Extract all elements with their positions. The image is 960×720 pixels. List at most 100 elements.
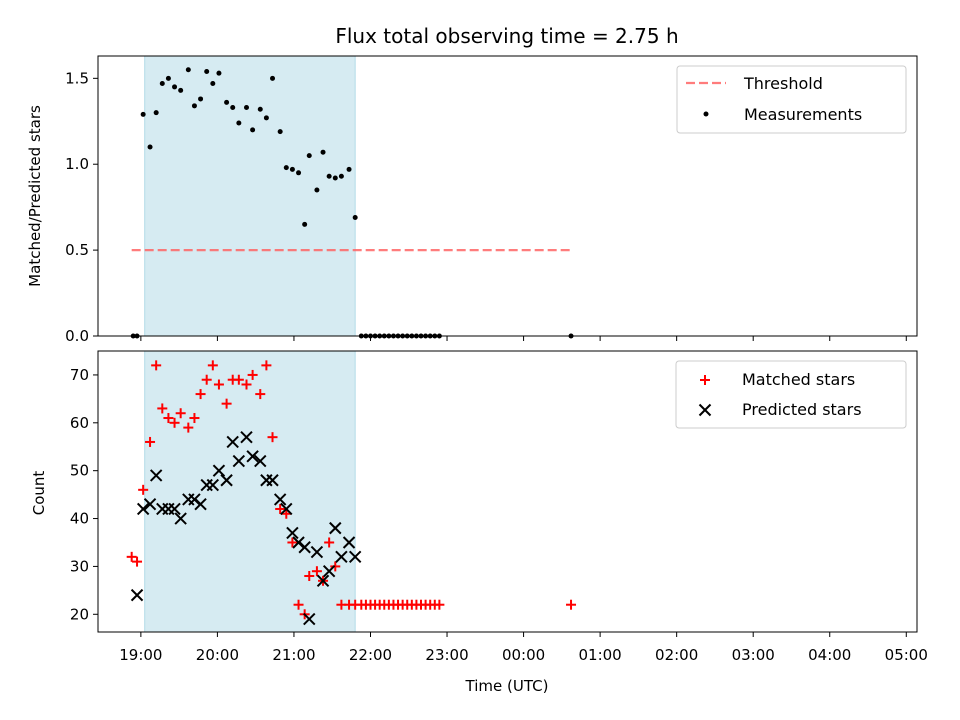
measurement-point — [191, 103, 197, 109]
measurement-point — [250, 127, 256, 133]
matched-star-marker — [324, 537, 335, 548]
marker-stroke — [342, 536, 356, 549]
marker-stroke — [273, 493, 287, 506]
top-y-axis-label: Matched/Predicted stars — [26, 105, 44, 287]
matched-star-marker — [126, 551, 137, 562]
predicted-star-marker — [226, 435, 239, 449]
matched-star-marker — [566, 599, 577, 610]
predicted-star-marker — [348, 550, 362, 564]
marker-stroke — [280, 502, 293, 516]
predicted-stars-points — [130, 430, 362, 626]
predicted-star-marker — [286, 526, 299, 540]
matched-star-marker — [434, 599, 445, 610]
predicted-star-marker — [130, 588, 144, 602]
marker-stroke — [322, 564, 336, 578]
matched-star-marker — [157, 403, 168, 414]
marker-stroke — [130, 588, 144, 602]
measurement-point — [185, 67, 191, 73]
measurement-points — [130, 67, 574, 339]
top-panel: Flux total observing time = 2.75 h 0.00.… — [26, 24, 918, 345]
bottom-axes-frame — [97, 350, 918, 633]
measurement-point — [236, 120, 242, 126]
measurement-point — [314, 187, 320, 193]
measurement-point — [147, 144, 153, 150]
measurement-point — [283, 165, 289, 171]
matched-stars-points — [126, 360, 577, 620]
marker-stroke — [310, 545, 324, 559]
predicted-star-marker — [329, 521, 342, 535]
measurement-point — [153, 110, 159, 116]
marker-stroke — [149, 469, 163, 482]
matched-star-marker — [189, 413, 200, 424]
matched-star-marker — [304, 570, 315, 581]
marker-stroke — [168, 502, 181, 516]
matched-star-marker — [195, 389, 206, 400]
predicted-star-marker — [174, 512, 187, 525]
matched-star-marker — [138, 484, 149, 495]
predicted-star-marker — [220, 474, 233, 487]
measurement-point — [302, 221, 308, 227]
measurement-point — [140, 111, 146, 117]
y-tick-label: 0.5 — [65, 241, 89, 259]
x-tick-label: 23:00 — [425, 646, 468, 664]
y-tick-label: 1.0 — [65, 155, 89, 173]
measurement-point — [320, 149, 326, 155]
predicted-star-marker — [342, 536, 356, 549]
predicted-star-marker — [310, 545, 324, 559]
matched-star-marker — [163, 413, 174, 424]
measurement-point — [178, 87, 184, 93]
y-tick-label: 60 — [70, 414, 89, 432]
marker-stroke — [212, 464, 226, 477]
marker-stroke — [303, 612, 316, 626]
y-tick-label: 30 — [70, 557, 89, 575]
measurement-point — [204, 68, 210, 74]
legend-threshold-label: Threshold — [743, 74, 823, 93]
bottom-legend: Matched stars Predicted stars — [675, 360, 907, 429]
predicted-star-marker — [194, 497, 207, 511]
measurement-point — [296, 170, 302, 176]
matched-star-marker — [145, 436, 156, 447]
predicted-star-marker — [303, 612, 316, 626]
marker-stroke — [143, 497, 157, 511]
measurement-point — [263, 115, 269, 121]
matched-star-marker — [213, 379, 224, 390]
legend-measurements-swatch — [703, 111, 709, 117]
predicted-star-marker — [280, 502, 293, 516]
predicted-star-marker — [136, 502, 150, 516]
observing-window-shade — [144, 55, 356, 337]
measurement-point — [198, 96, 204, 102]
chart-title: Flux total observing time = 2.75 h — [335, 24, 678, 48]
x-tick-label: 01:00 — [578, 646, 621, 664]
x-tick-label: 22:00 — [349, 646, 392, 664]
legend-measurements-label: Measurements — [744, 105, 862, 124]
marker-stroke — [246, 450, 259, 463]
legend-matched-label: Matched stars — [742, 370, 855, 389]
measurement-point — [243, 105, 249, 111]
x-tick-label: 21:00 — [272, 646, 315, 664]
measurement-point — [346, 166, 352, 172]
top-x-ticks — [140, 336, 907, 341]
measurement-point — [172, 84, 178, 90]
bottom-x-ticks: 19:00 20:00 21:00 22:00 23:00 00:00 01:00 02:00… — [119, 632, 928, 664]
x-axis-label: Time (UTC) — [465, 677, 549, 695]
marker-stroke — [329, 521, 342, 535]
predicted-star-marker — [143, 497, 157, 511]
marker-stroke — [254, 454, 267, 468]
shaded-region — [144, 55, 356, 337]
matched-star-marker — [293, 599, 304, 610]
top-legend-box — [676, 65, 907, 134]
y-tick-label: 70 — [70, 366, 89, 384]
matched-star-marker — [201, 374, 212, 385]
measurement-point — [159, 80, 165, 86]
observing-window-shade — [144, 350, 356, 633]
marker-stroke — [335, 550, 348, 564]
predicted-star-marker — [246, 450, 259, 463]
measurement-point — [306, 153, 312, 159]
top-axes-frame — [97, 55, 918, 337]
measurement-point — [277, 129, 283, 135]
predicted-star-marker — [273, 493, 287, 506]
matched-star-marker — [255, 389, 266, 400]
marker-stroke — [286, 526, 299, 540]
y-tick-label: 1.5 — [65, 69, 89, 87]
